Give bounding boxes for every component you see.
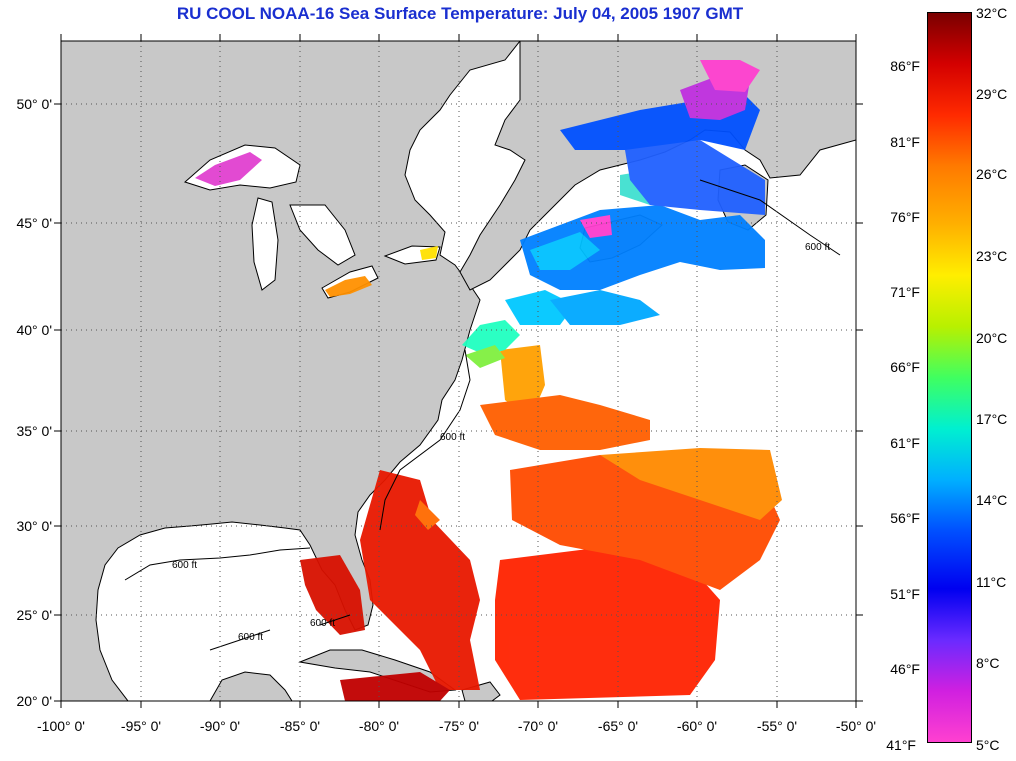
- lon-label-55: -55° 0': [756, 718, 798, 734]
- yucatan-land: [209, 671, 293, 701]
- colorbar-f-51: 51°F: [890, 586, 920, 602]
- colorbar-c-23: 23°C: [976, 248, 1008, 264]
- atlantic-canada-land: [459, 41, 856, 291]
- colorbar-f-41: 41°F: [886, 737, 916, 753]
- colorbar-c-32: 32°C: [976, 5, 1008, 21]
- colorbar-f-61: 61°F: [890, 435, 920, 451]
- depth-label-hatteras: 600 ft: [440, 432, 465, 443]
- colorbar-c-20: 20°C: [976, 330, 1008, 346]
- lat-label-40: 40° 0': [16, 322, 52, 338]
- hispaniola-land: [461, 681, 501, 701]
- axis-ticks: [54, 34, 863, 708]
- depth-label-yucatan: 600 ft: [238, 632, 263, 643]
- lon-label-65: -65° 0': [597, 718, 639, 734]
- lon-label-75: -75° 0': [438, 718, 480, 734]
- lat-label-30: 30° 0': [16, 518, 52, 534]
- colorbar-c-5: 5°C: [976, 737, 1000, 753]
- lat-label-25: 25° 0': [16, 607, 52, 623]
- colorbar-f-46: 46°F: [890, 661, 920, 677]
- colorbar-c-11: 11°C: [976, 574, 1007, 590]
- colorbar-f-81: 81°F: [890, 134, 920, 150]
- colorbar-c-8: 8°C: [976, 655, 1000, 671]
- temperature-colorbar: [927, 12, 972, 743]
- lon-label-70: -70° 0': [517, 718, 559, 734]
- lon-label-80: -80° 0': [358, 718, 400, 734]
- colorbar-c-26: 26°C: [976, 166, 1008, 182]
- colorbar-c-14: 14°C: [976, 492, 1008, 508]
- colorbar-f-56: 56°F: [890, 510, 920, 526]
- depth-label-florida: 600 ft: [310, 618, 335, 629]
- colorbar-f-66: 66°F: [890, 359, 920, 375]
- lon-label-100: -100° 0': [37, 718, 85, 734]
- colorbar-c-29: 29°C: [976, 86, 1008, 102]
- colorbar-f-86: 86°F: [890, 58, 920, 74]
- map-title: RU COOL NOAA-16 Sea Surface Temperature:…: [176, 4, 744, 23]
- colorbar-f-76: 76°F: [890, 209, 920, 225]
- depth-contour-labels: 600 ft 600 ft 600 ft 600 ft 600 ft: [172, 242, 830, 643]
- lon-label-50: -50° 0': [835, 718, 877, 734]
- lon-label-60: -60° 0': [676, 718, 718, 734]
- lake-michigan: [251, 197, 279, 291]
- lon-label-90: -90° 0': [199, 718, 241, 734]
- lat-label-45: 45° 0': [16, 215, 52, 231]
- north-america-land: [61, 41, 521, 701]
- lon-label-95: -95° 0': [120, 718, 162, 734]
- lat-label-50: 50° 0': [16, 96, 52, 112]
- lon-label-85: -85° 0': [279, 718, 321, 734]
- graticule: [61, 41, 856, 701]
- lat-label-20: 20° 0': [16, 693, 52, 709]
- sst-data-layer: [195, 60, 782, 701]
- depth-label-gulf: 600 ft: [172, 560, 197, 571]
- colorbar-c-17: 17°C: [976, 411, 1008, 427]
- colorbar-f-71: 71°F: [890, 284, 920, 300]
- lake-huron: [289, 204, 356, 266]
- depth-label-grand-banks: 600 ft: [805, 242, 830, 253]
- lat-label-35: 35° 0': [16, 423, 52, 439]
